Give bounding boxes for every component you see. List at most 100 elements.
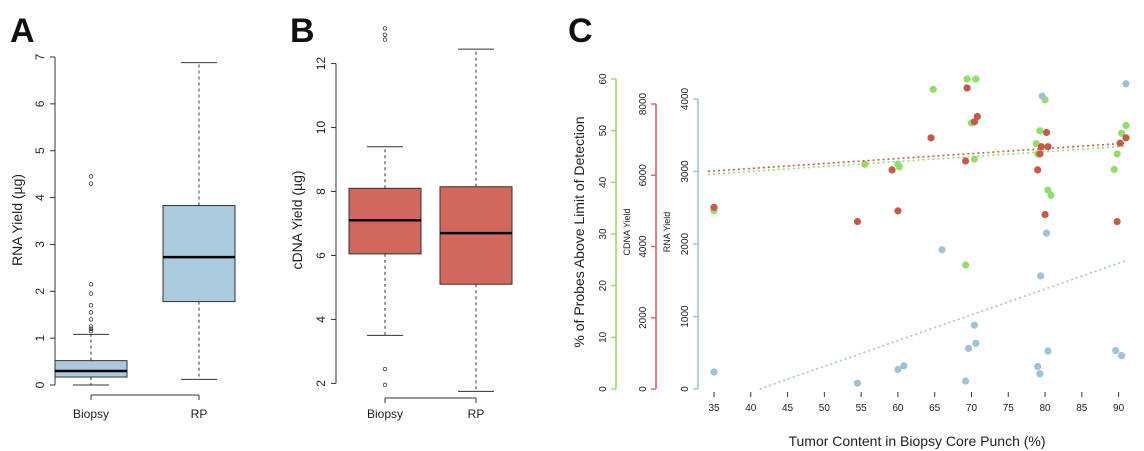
panel-a-ylabel: RNA Yield (µg) [9, 174, 25, 266]
panel-b-outlier-point [382, 26, 388, 31]
panel-b-xlabel-biopsy: Biopsy [367, 407, 403, 421]
panel-c-point-cdna-yield [1036, 150, 1044, 158]
panel-a-y-tick-label: 1 [33, 334, 47, 341]
panel-c-point-rna-yield [938, 246, 946, 254]
panel-c-pct-axis-tick-label: 30 [598, 228, 609, 240]
panel-c-point-rna-yield [1042, 229, 1051, 237]
panel-c-point-cdna-yield [927, 134, 935, 142]
panel-b-y-tick-label: 6 [314, 252, 328, 259]
panel-c-point-cdna-yield [1116, 139, 1124, 147]
panel-c-point-cdna-yield [961, 157, 970, 165]
panel-c-rna-axis-label: RNA Yield [662, 212, 672, 253]
panel-c-point-rna-yield [710, 368, 718, 376]
panel-c-ylabel: % of Probes Above Limit of Detection [571, 116, 587, 347]
panel-c-point-pct-above-lod [1036, 127, 1044, 135]
panel-b-cdna-yield-boxplot: cDNA Yield (µg) Biopsy RP 2 4 6 8 10 12 [289, 26, 513, 421]
panel-a-y-tick-label: 3 [33, 241, 47, 248]
panel-c-x-tick-label: 50 [819, 403, 831, 414]
panel-c-x-tick-label: 35 [708, 403, 720, 414]
panel-c-point-cdna-yield [1034, 166, 1042, 174]
panel-a-letter: A [10, 12, 35, 50]
panel-c-point-rna-yield [1122, 80, 1130, 88]
panel-c-pct-axis-tick-label: 0 [598, 386, 609, 392]
panel-a-y-tick-label: 4 [33, 194, 47, 201]
panel-c-point-pct-above-lod [961, 261, 970, 269]
panel-c-point-pct-above-lod [895, 163, 903, 171]
panel-c-point-pct-above-lod [1032, 139, 1040, 148]
panel-b-y-tick-label: 12 [314, 57, 328, 71]
panel-c-point-cdna-yield [710, 203, 718, 211]
panel-a-y-tick-label: 0 [33, 381, 47, 388]
panel-b-xlabel-rp: RP [468, 407, 485, 421]
panel-c-x-tick-label: 40 [745, 403, 757, 414]
panel-a-y-tick-label: 7 [33, 53, 47, 60]
panel-c-point-rna-yield [853, 379, 862, 387]
panel-c-pct-axis-tick-label: 10 [598, 331, 609, 343]
panel-c-xlabel: Tumor Content in Biopsy Core Punch (%) [788, 433, 1045, 449]
panel-a-outlier-point [88, 324, 94, 329]
panel-c-point-cdna-yield [963, 84, 971, 92]
panel-c-cdna-axis-tick-label: 2000 [638, 306, 649, 329]
panel-c-point-cdna-yield [853, 217, 862, 226]
panel-c-point-pct-above-lod [1047, 191, 1055, 199]
panel-b-letter: B [290, 12, 315, 50]
panel-a-outlier-point [88, 328, 94, 334]
panel-c-point-pct-above-lod [929, 85, 937, 93]
panel-c-point-pct-above-lod [1110, 165, 1118, 174]
panel-c-point-rna-yield [964, 344, 973, 352]
panel-b-outlier-point [382, 382, 388, 388]
panel-a-xlabel-biopsy: Biopsy [73, 407, 109, 421]
panel-a-outlier-point [88, 181, 94, 186]
panel-a-box [54, 360, 128, 378]
panel-c-point-pct-above-lod [1122, 121, 1130, 130]
panel-c-point-rna-yield [1038, 92, 1046, 100]
panel-c-point-rna-yield [1112, 346, 1120, 355]
panel-c-scatter: % of Probes Above Limit of Detection Tum… [571, 73, 1130, 449]
panel-c-x-tick-label: 45 [782, 403, 794, 414]
panel-c-rna-axis-tick-label: 3000 [680, 160, 691, 183]
panel-c-x-tick-label: 85 [1076, 403, 1088, 414]
panel-c-pct-axis-tick-label: 20 [598, 280, 609, 292]
panel-b-outlier-point [382, 366, 388, 372]
panel-c-x-tick-label: 65 [929, 403, 941, 414]
panel-c-cdna-axis-tick-label: 0 [638, 386, 649, 392]
panel-c-cdna-axis-tick-label: 4000 [638, 235, 649, 258]
panel-a-y-tick-label: 5 [33, 147, 47, 154]
panel-a-outlier-point [88, 291, 94, 296]
panel-c-point-rna-yield [972, 339, 980, 347]
panel-a-xlabel-rp: RP [191, 407, 208, 421]
panel-c-point-cdna-yield [1041, 210, 1049, 219]
panel-c-point-rna-yield [1036, 370, 1044, 378]
panel-c-point-cdna-yield [1122, 134, 1130, 142]
panel-b-outlier-point [382, 32, 388, 37]
panel-b-y-tick-label: 10 [314, 121, 328, 135]
panel-c-point-cdna-yield [1037, 143, 1045, 151]
panel-a-box [162, 205, 236, 303]
panel-b-ylabel: cDNA Yield (µg) [289, 170, 305, 269]
panel-b-y-tick-label: 4 [314, 316, 328, 323]
panel-c-point-pct-above-lod [970, 155, 979, 163]
panel-c-x-tick-label: 75 [1003, 403, 1015, 414]
panel-c-cdna-axis-label: CDNA Yield [622, 208, 632, 255]
panel-a-outlier-point [88, 326, 94, 331]
panel-c-cdna-axis-tick-label: 8000 [638, 92, 649, 115]
panel-c-point-rna-yield [1034, 362, 1042, 371]
panel-c-x-tick-label: 60 [892, 403, 904, 414]
panel-c-pct-axis-tick-label: 40 [598, 176, 609, 188]
panel-a-outlier-point [88, 310, 94, 315]
panel-c-rna-axis-tick-label: 0 [680, 386, 691, 392]
panel-c-point-cdna-yield [1113, 217, 1121, 226]
panel-c-point-rna-yield [1117, 352, 1126, 360]
panel-c-rna-axis-tick-label: 4000 [680, 87, 691, 110]
panel-c-letter: C [568, 12, 593, 50]
panel-c-point-rna-yield [1044, 347, 1052, 355]
panel-b-y-tick-label: 2 [314, 380, 328, 387]
panel-c-x-tick-label: 55 [856, 403, 868, 414]
panel-c-point-cdna-yield [888, 166, 896, 174]
panel-c-point-rna-yield [961, 377, 970, 385]
panel-c-x-tick-label: 80 [1039, 403, 1051, 414]
panel-c-point-cdna-yield [894, 207, 902, 215]
panel-c-rna-axis-tick-label: 2000 [680, 232, 691, 255]
panel-c-point-cdna-yield [1042, 128, 1051, 137]
